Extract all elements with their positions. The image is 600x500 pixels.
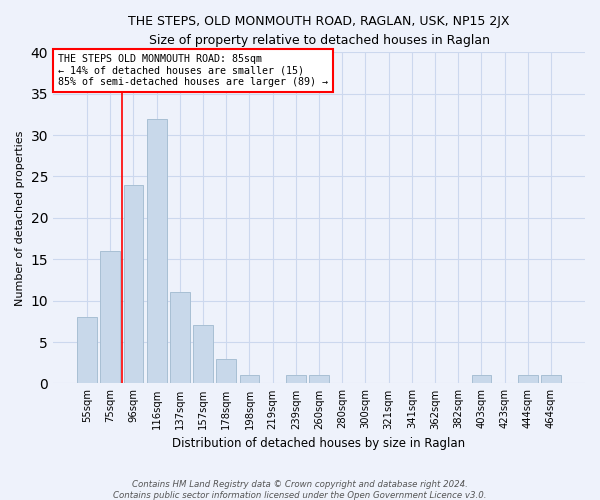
Y-axis label: Number of detached properties: Number of detached properties bbox=[15, 130, 25, 306]
Bar bbox=[77, 317, 97, 384]
Bar bbox=[472, 375, 491, 384]
Bar bbox=[193, 326, 213, 384]
Bar bbox=[217, 358, 236, 384]
Bar bbox=[124, 185, 143, 384]
Text: Contains HM Land Registry data © Crown copyright and database right 2024.
Contai: Contains HM Land Registry data © Crown c… bbox=[113, 480, 487, 500]
Bar bbox=[239, 375, 259, 384]
Title: THE STEPS, OLD MONMOUTH ROAD, RAGLAN, USK, NP15 2JX
Size of property relative to: THE STEPS, OLD MONMOUTH ROAD, RAGLAN, US… bbox=[128, 15, 510, 47]
Bar bbox=[147, 118, 167, 384]
Bar bbox=[170, 292, 190, 384]
X-axis label: Distribution of detached houses by size in Raglan: Distribution of detached houses by size … bbox=[172, 437, 466, 450]
Bar bbox=[100, 251, 120, 384]
Bar bbox=[286, 375, 305, 384]
Bar bbox=[309, 375, 329, 384]
Text: THE STEPS OLD MONMOUTH ROAD: 85sqm
← 14% of detached houses are smaller (15)
85%: THE STEPS OLD MONMOUTH ROAD: 85sqm ← 14%… bbox=[58, 54, 328, 87]
Bar bbox=[541, 375, 561, 384]
Bar bbox=[518, 375, 538, 384]
